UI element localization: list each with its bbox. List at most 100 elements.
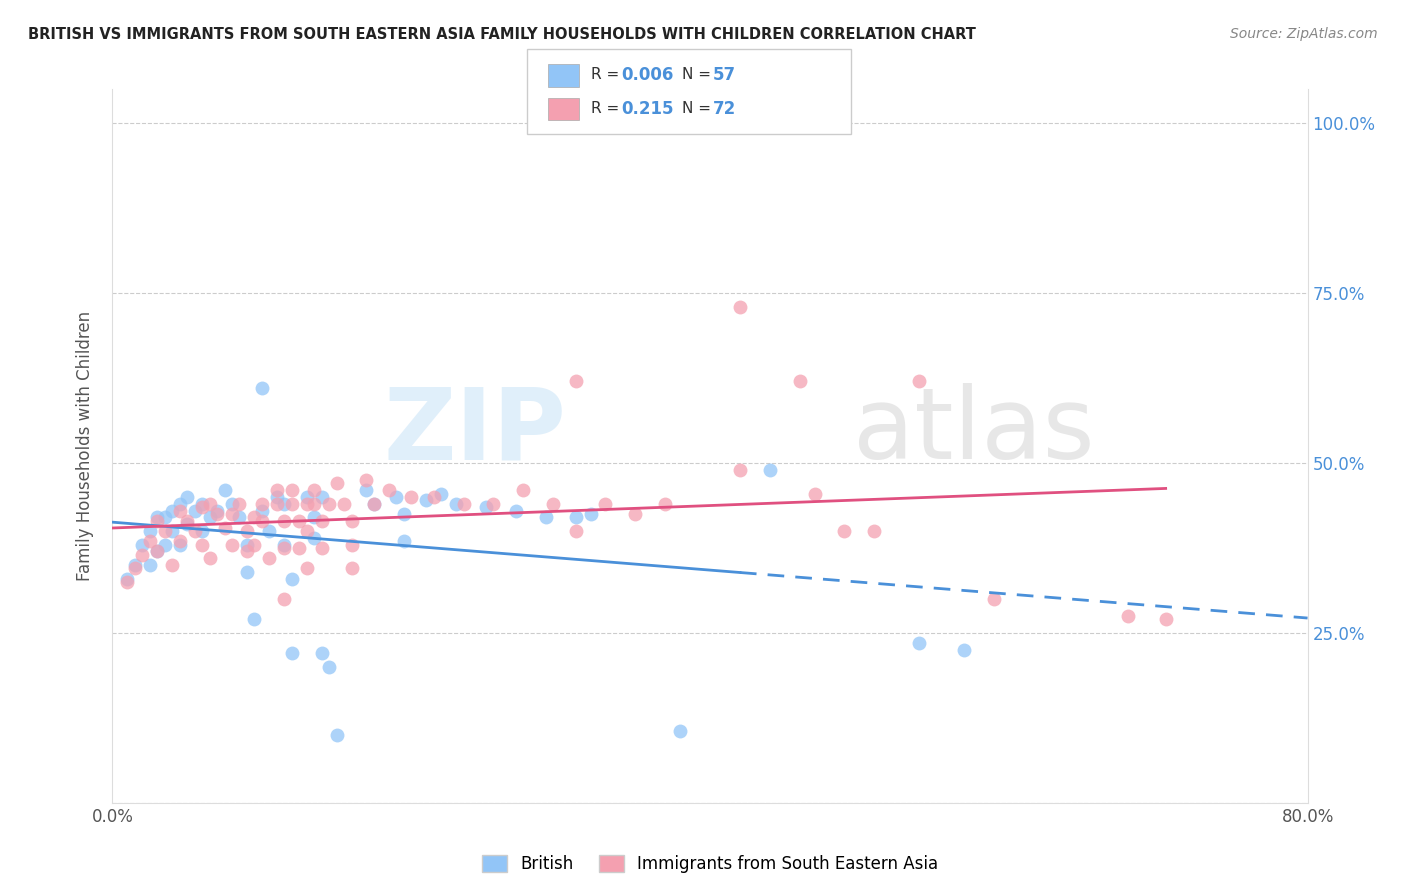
Point [325,476,347,491]
Point [221,537,243,551]
Point [191,524,214,538]
Point [236,537,259,551]
Point [205,507,228,521]
Point [176,517,198,532]
Point [146,544,169,558]
Point [654,497,676,511]
Point [295,497,318,511]
Point [281,483,304,498]
Point [1154,612,1177,626]
Point [250,503,273,517]
Point [288,541,311,555]
Point [863,524,886,538]
Point [430,486,453,500]
Point [534,510,557,524]
Point [221,507,243,521]
Point [579,507,602,521]
Point [273,537,295,551]
Text: ZIP: ZIP [384,384,567,480]
Point [162,503,183,517]
Point [131,537,153,551]
Text: Source: ZipAtlas.com: Source: ZipAtlas.com [1230,27,1378,41]
Point [221,497,243,511]
Point [228,497,250,511]
Point [273,541,295,555]
Point [169,534,191,549]
Point [318,497,340,511]
Point [281,572,304,586]
Point [624,507,647,521]
Point [311,646,333,660]
Point [363,497,385,511]
Point [908,636,931,650]
Point [250,514,273,528]
Point [169,497,191,511]
Point [505,503,527,517]
Point [281,646,304,660]
Point [311,514,333,528]
Text: BRITISH VS IMMIGRANTS FROM SOUTH EASTERN ASIA FAMILY HOUSEHOLDS WITH CHILDREN CO: BRITISH VS IMMIGRANTS FROM SOUTH EASTERN… [28,27,976,42]
Point [475,500,498,515]
Point [385,490,408,504]
Point [236,565,259,579]
Point [273,497,295,511]
Point [243,537,266,551]
Point [564,524,586,538]
Point [333,497,356,511]
Point [191,500,214,515]
Point [139,524,162,538]
Point [198,551,221,566]
Point [363,497,385,511]
Point [198,510,221,524]
Point [295,561,318,575]
Y-axis label: Family Households with Children: Family Households with Children [76,311,94,581]
Point [311,541,333,555]
Point [117,572,139,586]
Point [169,537,191,551]
Point [139,558,162,572]
Point [803,486,825,500]
Point [183,503,205,517]
Point [259,524,281,538]
Point [422,490,444,504]
Point [401,490,423,504]
Point [302,531,325,545]
Point [205,503,228,517]
Point [169,503,191,517]
Point [266,497,288,511]
Point [117,574,139,589]
Point [153,537,176,551]
Point [482,497,505,511]
Point [243,510,266,524]
Text: atlas: atlas [853,384,1095,480]
Legend: British, Immigrants from South Eastern Asia: British, Immigrants from South Eastern A… [475,848,945,880]
Point [259,551,281,566]
Point [295,490,318,504]
Point [183,524,205,538]
Point [139,534,162,549]
Text: R =: R = [591,102,624,116]
Point [378,483,401,498]
Point [295,524,318,538]
Point [564,375,586,389]
Point [340,514,363,528]
Point [392,507,415,521]
Point [281,497,304,511]
Text: 0.215: 0.215 [621,100,673,118]
Point [564,510,586,524]
Point [228,510,250,524]
Point [669,724,692,739]
Point [266,483,288,498]
Text: N =: N = [682,102,716,116]
Text: 57: 57 [713,66,735,84]
Point [953,643,976,657]
Point [198,497,221,511]
Point [162,558,183,572]
Point [541,497,564,511]
Point [124,558,146,572]
Point [512,483,534,498]
Point [318,660,340,674]
Point [728,300,751,314]
Point [214,483,236,498]
Point [789,375,811,389]
